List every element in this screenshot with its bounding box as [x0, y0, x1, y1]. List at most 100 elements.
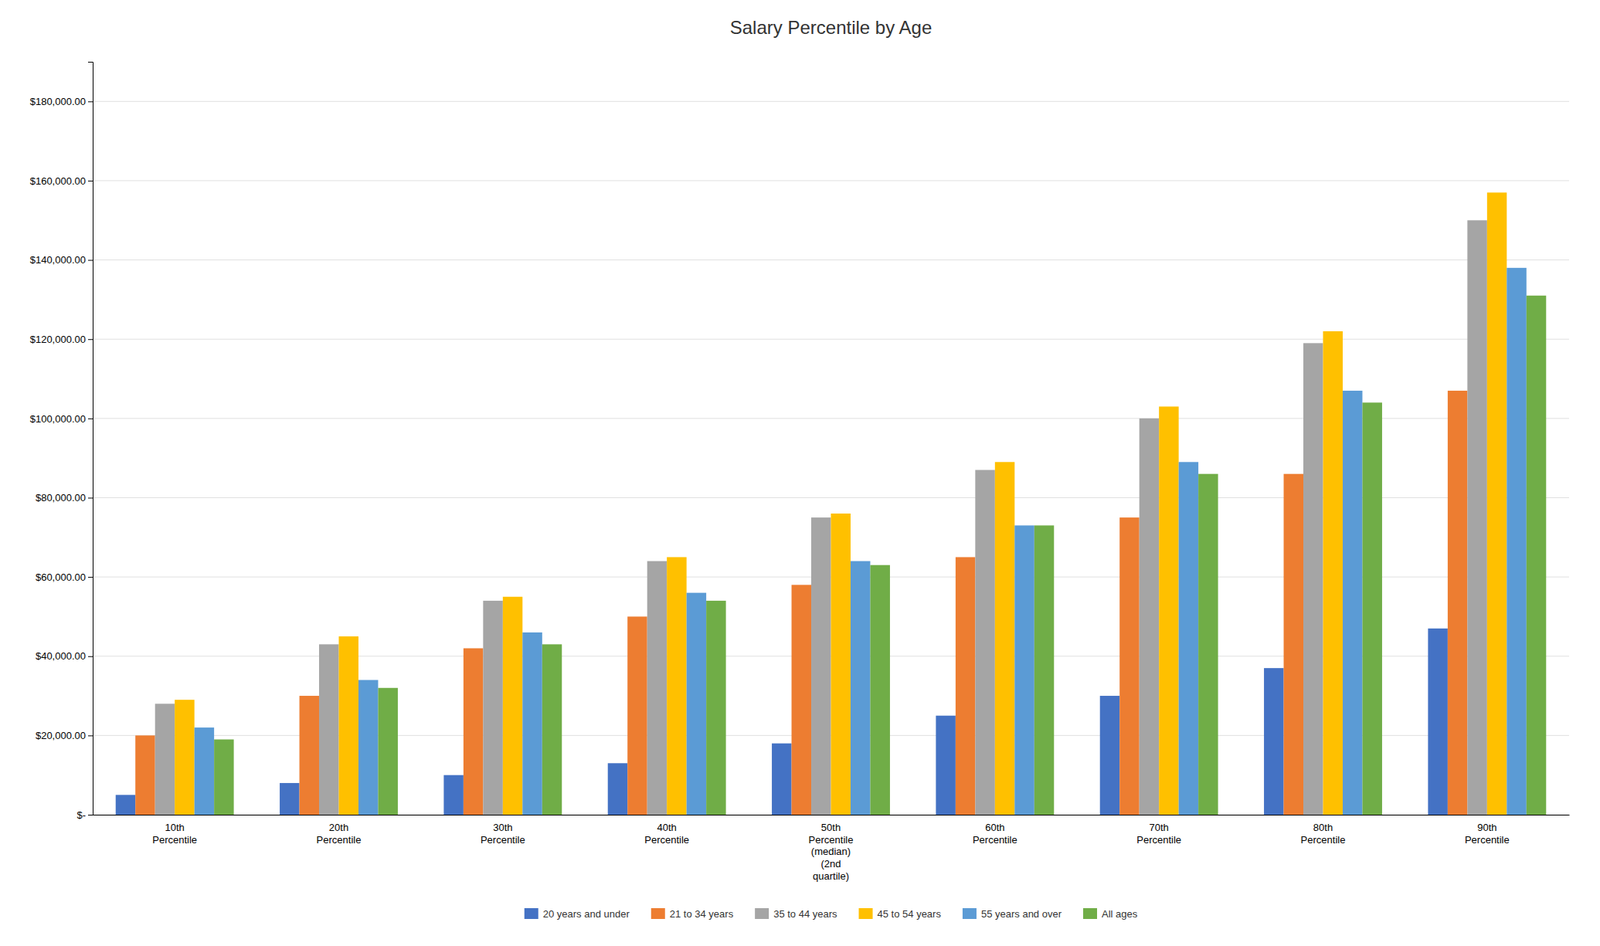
bar — [1303, 343, 1323, 816]
x-tick: 70thPercentile — [1136, 822, 1182, 846]
bar — [1323, 331, 1343, 816]
y-tick-mark — [88, 418, 93, 420]
x-tick-label: 40thPercentile — [644, 822, 690, 846]
bar — [214, 740, 234, 816]
legend-item: 21 to 34 years — [651, 908, 734, 921]
y-tick-label: $120,000.00 — [30, 333, 86, 346]
y-tick: $180,000.00 — [30, 95, 93, 108]
x-tick: 80thPercentile — [1301, 822, 1346, 846]
legend-item: 20 years and under — [524, 908, 631, 921]
bar — [1467, 220, 1487, 816]
bars — [115, 192, 1547, 816]
bar-series — [115, 628, 1448, 816]
bar — [771, 743, 792, 816]
bar — [339, 636, 359, 816]
x-axis-line — [93, 815, 1570, 816]
y-axis: $-$20,000.00$40,000.00$60,000.00$80,000.… — [30, 62, 94, 822]
title: Salary Percentile by Age — [730, 16, 932, 38]
bar — [502, 597, 523, 816]
y-tick: $20,000.00 — [35, 730, 93, 742]
bar — [935, 716, 955, 816]
grid — [92, 101, 1570, 816]
y-tick: $60,000.00 — [35, 571, 93, 584]
legend-swatch — [754, 908, 769, 920]
chart: Salary Percentile by Age$-$20,000.00$40,… — [0, 0, 1600, 946]
y-tick-mark — [88, 656, 93, 658]
bar — [1014, 525, 1034, 816]
bar — [174, 699, 194, 816]
bar — [1100, 696, 1120, 816]
legend-swatch — [651, 908, 666, 920]
legend-label: 55 years and over — [981, 908, 1063, 921]
y-tick-mark — [88, 815, 93, 816]
bar — [522, 632, 542, 816]
bar — [1263, 668, 1284, 816]
plot: $-$20,000.00$40,000.00$60,000.00$80,000.… — [30, 62, 1570, 883]
bar — [1506, 268, 1526, 816]
bar — [1119, 517, 1139, 816]
bar-series — [214, 295, 1546, 816]
bar — [135, 735, 155, 816]
bar — [115, 794, 136, 816]
bar — [377, 688, 398, 816]
y-tick: $80,000.00 — [35, 492, 93, 504]
bar — [627, 616, 647, 816]
y-tick-label: $40,000.00 — [35, 650, 86, 663]
grid-line — [92, 180, 1570, 181]
bar-series — [194, 268, 1527, 816]
bar — [608, 763, 628, 816]
x-tick: 30thPercentile — [480, 822, 526, 846]
bar — [542, 644, 562, 816]
x-tick-label: 20thPercentile — [316, 822, 362, 846]
bar — [1487, 192, 1507, 816]
bar — [974, 470, 995, 816]
bar — [1427, 628, 1448, 816]
y-tick-label: $100,000.00 — [30, 413, 86, 425]
legend: 20 years and under 21 to 34 years 35 to 44… — [524, 908, 1139, 921]
bar — [791, 584, 812, 816]
bar — [1178, 461, 1199, 816]
bar — [358, 680, 378, 816]
x-axis: 10thPercentile 20thPercentile 30thPercenti… — [93, 815, 1570, 883]
y-tick-mark — [88, 180, 93, 182]
bar — [1342, 390, 1363, 816]
y-tick-label: $80,000.00 — [35, 492, 86, 504]
x-tick-label: 10thPercentile — [152, 822, 198, 846]
x-tick-label: 80thPercentile — [1301, 822, 1346, 846]
legend-item: 35 to 44 years — [754, 908, 838, 921]
legend-item: All ages — [1083, 908, 1139, 921]
legend-swatch — [859, 908, 874, 920]
grid-line — [92, 339, 1570, 340]
bar — [955, 557, 975, 816]
x-tick: 50thPercentile(median)(2ndquartile) — [808, 822, 854, 882]
y-tick-mark — [88, 260, 93, 262]
y-tick: $120,000.00 — [30, 333, 93, 346]
grid-line — [92, 101, 1570, 102]
x-tick-label: 90thPercentile — [1464, 822, 1510, 846]
bar — [1034, 525, 1054, 816]
y-tick-mark — [88, 101, 93, 102]
bar — [299, 696, 320, 816]
bar — [1284, 474, 1304, 816]
legend-label: 35 to 44 years — [773, 908, 838, 921]
bar — [482, 601, 503, 816]
y-tick-mark — [88, 497, 93, 499]
bar — [869, 565, 890, 816]
legend-item: 55 years and over — [962, 908, 1063, 921]
bar-series — [174, 192, 1507, 816]
y-tick-label: $180,000.00 — [30, 95, 86, 108]
y-tick-label: $160,000.00 — [30, 175, 86, 187]
y-tick-mark — [88, 339, 93, 340]
x-tick-label: 30thPercentile — [480, 822, 526, 846]
x-tick-label: 50thPercentile(median)(2ndquartile) — [808, 822, 854, 882]
legend-swatch — [1083, 908, 1098, 920]
bar-series — [135, 390, 1468, 816]
bar — [319, 644, 339, 816]
bar — [1526, 295, 1546, 816]
x-tick: 60thPercentile — [972, 822, 1018, 846]
x-tick: 90thPercentile — [1464, 822, 1510, 846]
y-tick-label: $60,000.00 — [35, 571, 86, 584]
bar — [1158, 406, 1179, 816]
bar — [463, 648, 483, 816]
x-tick: 10thPercentile — [152, 822, 198, 846]
